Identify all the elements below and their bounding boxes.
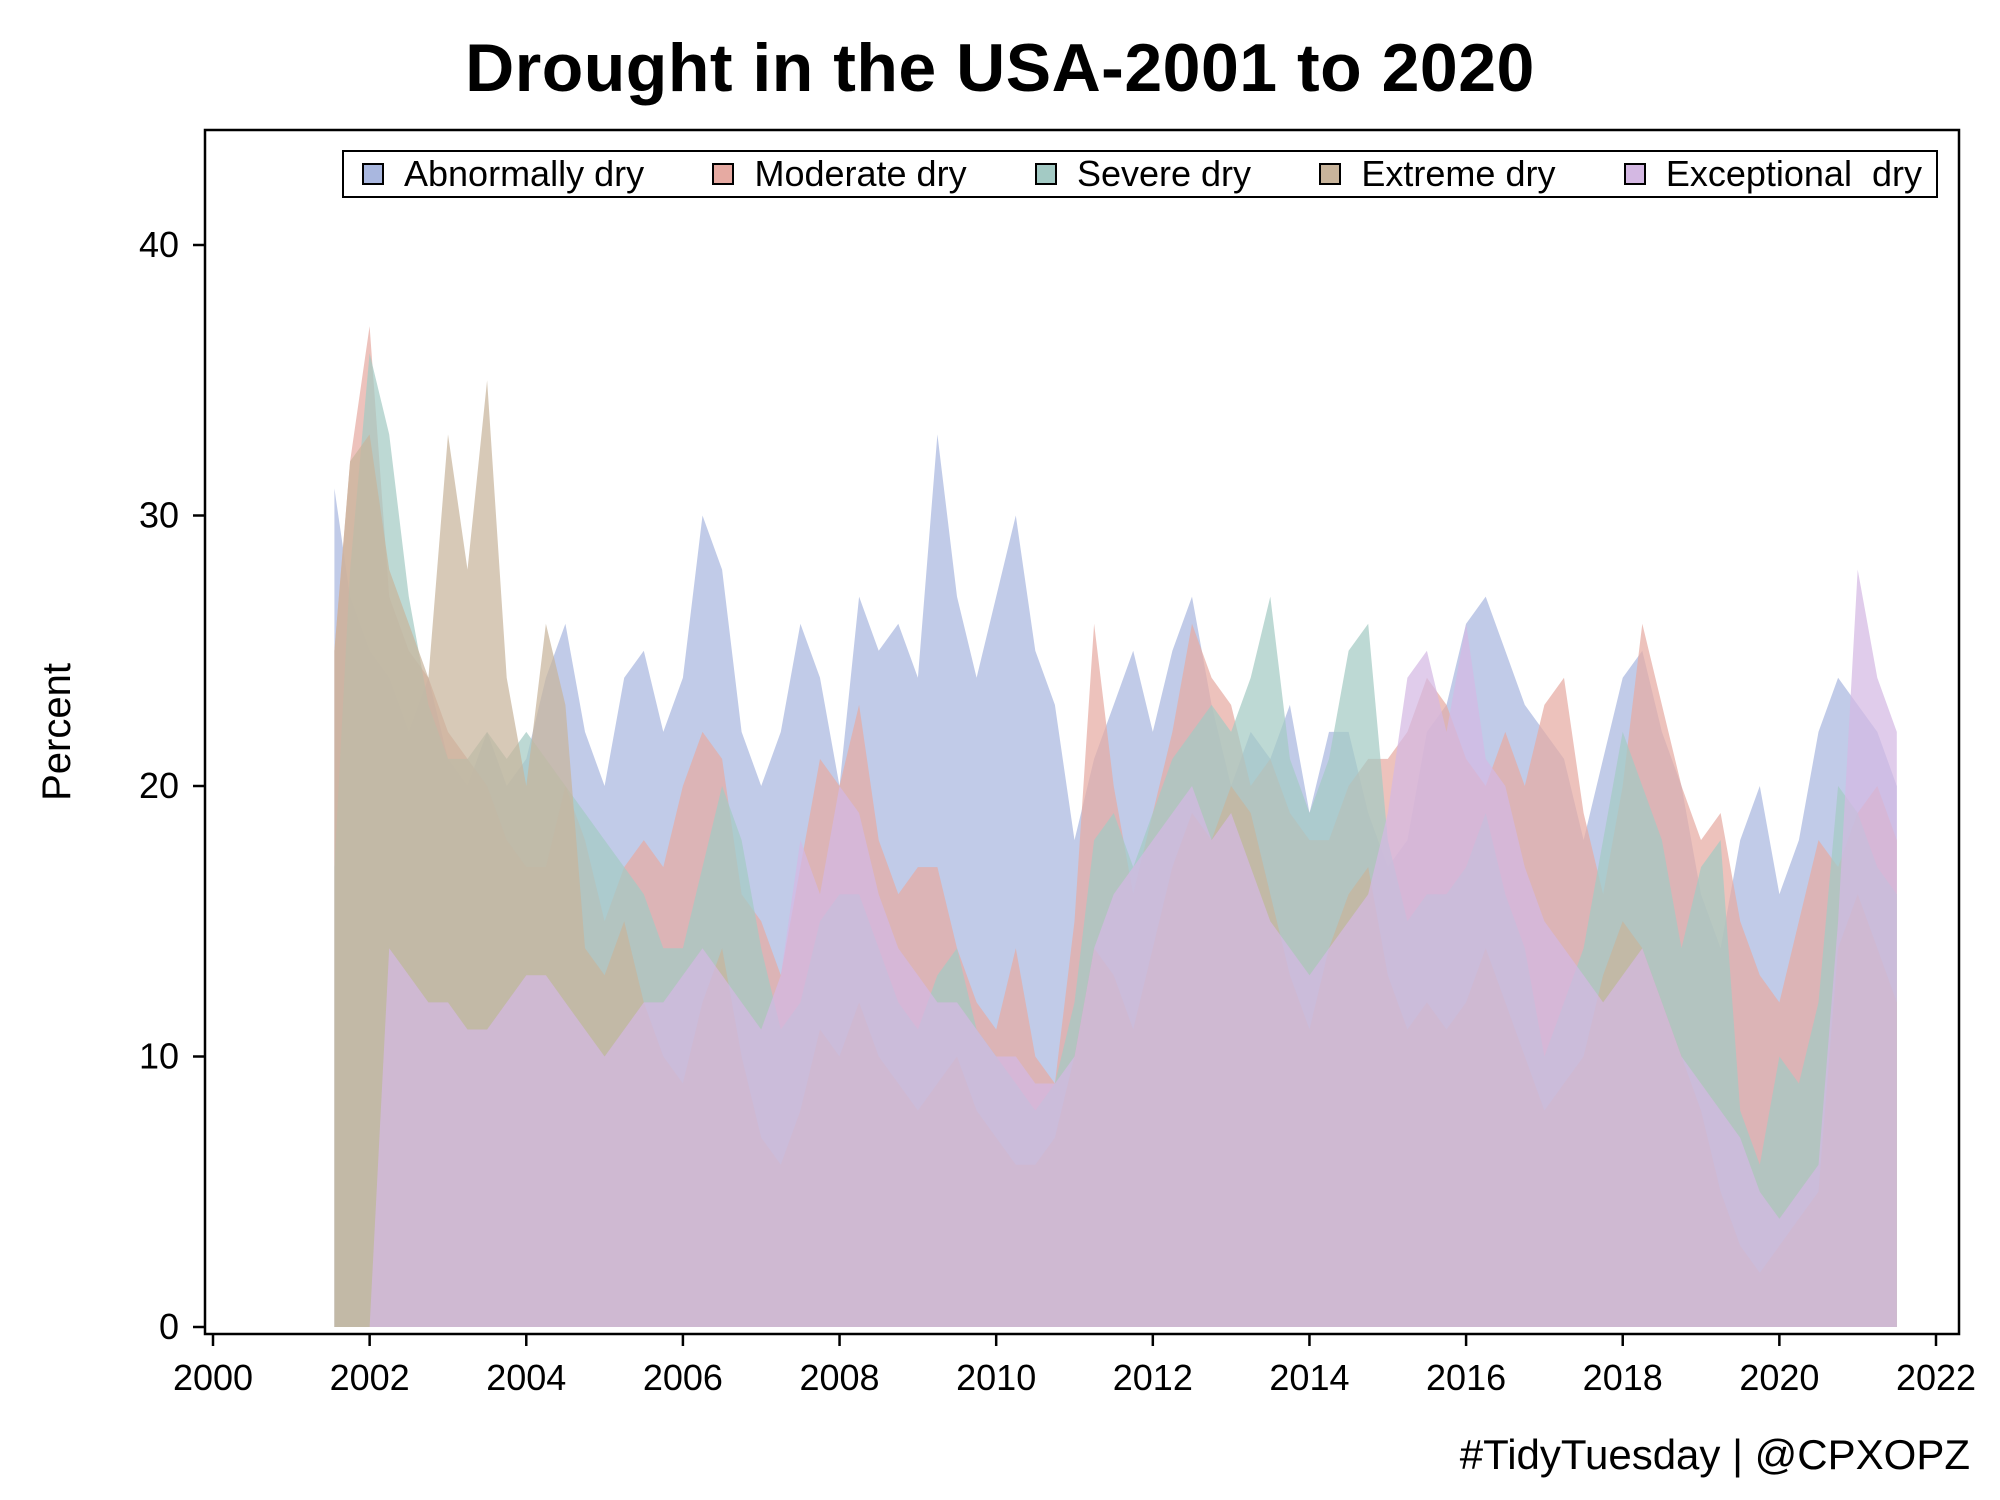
x-axis: 2000 2002 2004 2006 2008 2010 2012 2014 2016 2018… — [173, 1334, 1976, 1398]
legend-item-abnormally-dry: Abnormally dry — [362, 154, 644, 194]
y-tick-label-0: 0 — [159, 1306, 179, 1347]
x-tick-label-4: 2008 — [799, 1357, 879, 1398]
legend-swatch — [712, 163, 735, 185]
plot-frame — [203, 128, 1961, 1336]
x-tick-label-3: 2006 — [643, 1357, 723, 1398]
x-tick-label-7: 2014 — [1269, 1357, 1349, 1398]
legend-swatch — [362, 163, 384, 185]
y-axis-label: Percent — [35, 663, 79, 801]
y-axis: 0 10 20 30 40 — [139, 224, 205, 1347]
y-tick-label-4: 40 — [139, 224, 179, 265]
legend-swatch — [1034, 163, 1057, 185]
legend-label: Severe dry — [1076, 153, 1252, 194]
legend-swatch — [1319, 163, 1342, 185]
legend-label: Exceptional dry — [1665, 153, 1922, 194]
x-tick-label-0: 2000 — [173, 1357, 253, 1398]
series-area-5 — [334, 569, 1897, 1327]
x-tick-label-6: 2012 — [1113, 1357, 1193, 1398]
chart-title: Drought in the USA-2001 to 2020 — [465, 30, 1535, 106]
x-tick-label-9: 2018 — [1583, 1357, 1663, 1398]
legend-label: Abnormally dry — [404, 153, 645, 194]
legend-item-exceptional-dry: Exceptional dry — [1623, 153, 1922, 194]
legend-item-severe-dry: Severe dry — [1034, 153, 1252, 194]
legend-label: Moderate dry — [754, 153, 967, 194]
x-tick-label-10: 2020 — [1739, 1357, 1819, 1398]
x-tick-label-11: 2022 — [1896, 1357, 1976, 1398]
legend-item-moderate-dry: Moderate dry — [712, 153, 967, 194]
legend-swatch — [1623, 163, 1646, 185]
y-tick-label-3: 30 — [139, 495, 179, 536]
legend: Abnormally dry Moderate dry Severe dry E… — [342, 150, 1938, 198]
legend-label: Extreme dry — [1361, 153, 1556, 194]
y-tick-label-1: 10 — [139, 1036, 179, 1077]
legend-item-extreme-dry: Extreme dry — [1319, 154, 1555, 194]
x-tick-label-5: 2010 — [956, 1357, 1036, 1398]
series-areas — [334, 326, 1897, 1328]
x-tick-label-1: 2002 — [330, 1357, 410, 1398]
credit-text: #TidyTuesday | @CPXOPZ — [1459, 1431, 1970, 1478]
x-tick-label-8: 2016 — [1426, 1357, 1506, 1398]
x-tick-label-2: 2004 — [486, 1357, 566, 1398]
y-tick-label-2: 20 — [139, 765, 179, 806]
